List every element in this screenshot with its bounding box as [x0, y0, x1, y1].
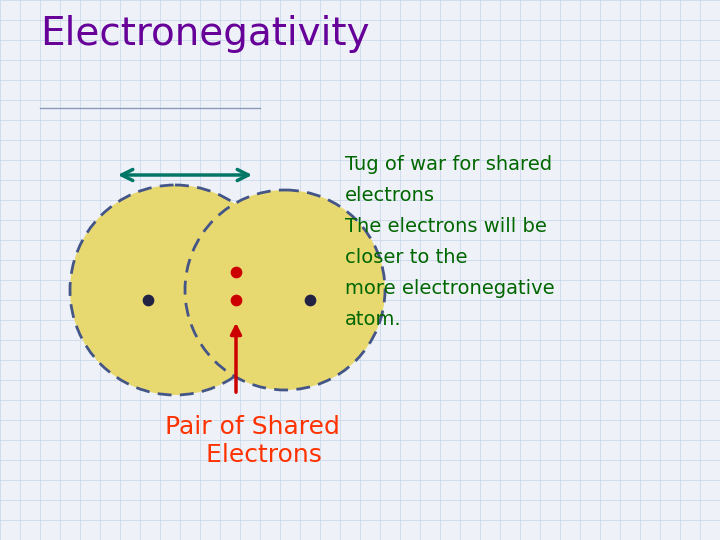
- Text: Tug of war for shared
electrons
The electrons will be
closer to the
more electro: Tug of war for shared electrons The elec…: [345, 155, 554, 329]
- Point: [230, 296, 242, 305]
- Text: Pair of Shared
   Electrons: Pair of Shared Electrons: [165, 415, 340, 467]
- Text: Electronegativity: Electronegativity: [40, 15, 369, 53]
- Point: [305, 296, 316, 305]
- Circle shape: [185, 190, 385, 390]
- Point: [230, 268, 242, 276]
- Point: [143, 296, 154, 305]
- Circle shape: [70, 185, 280, 395]
